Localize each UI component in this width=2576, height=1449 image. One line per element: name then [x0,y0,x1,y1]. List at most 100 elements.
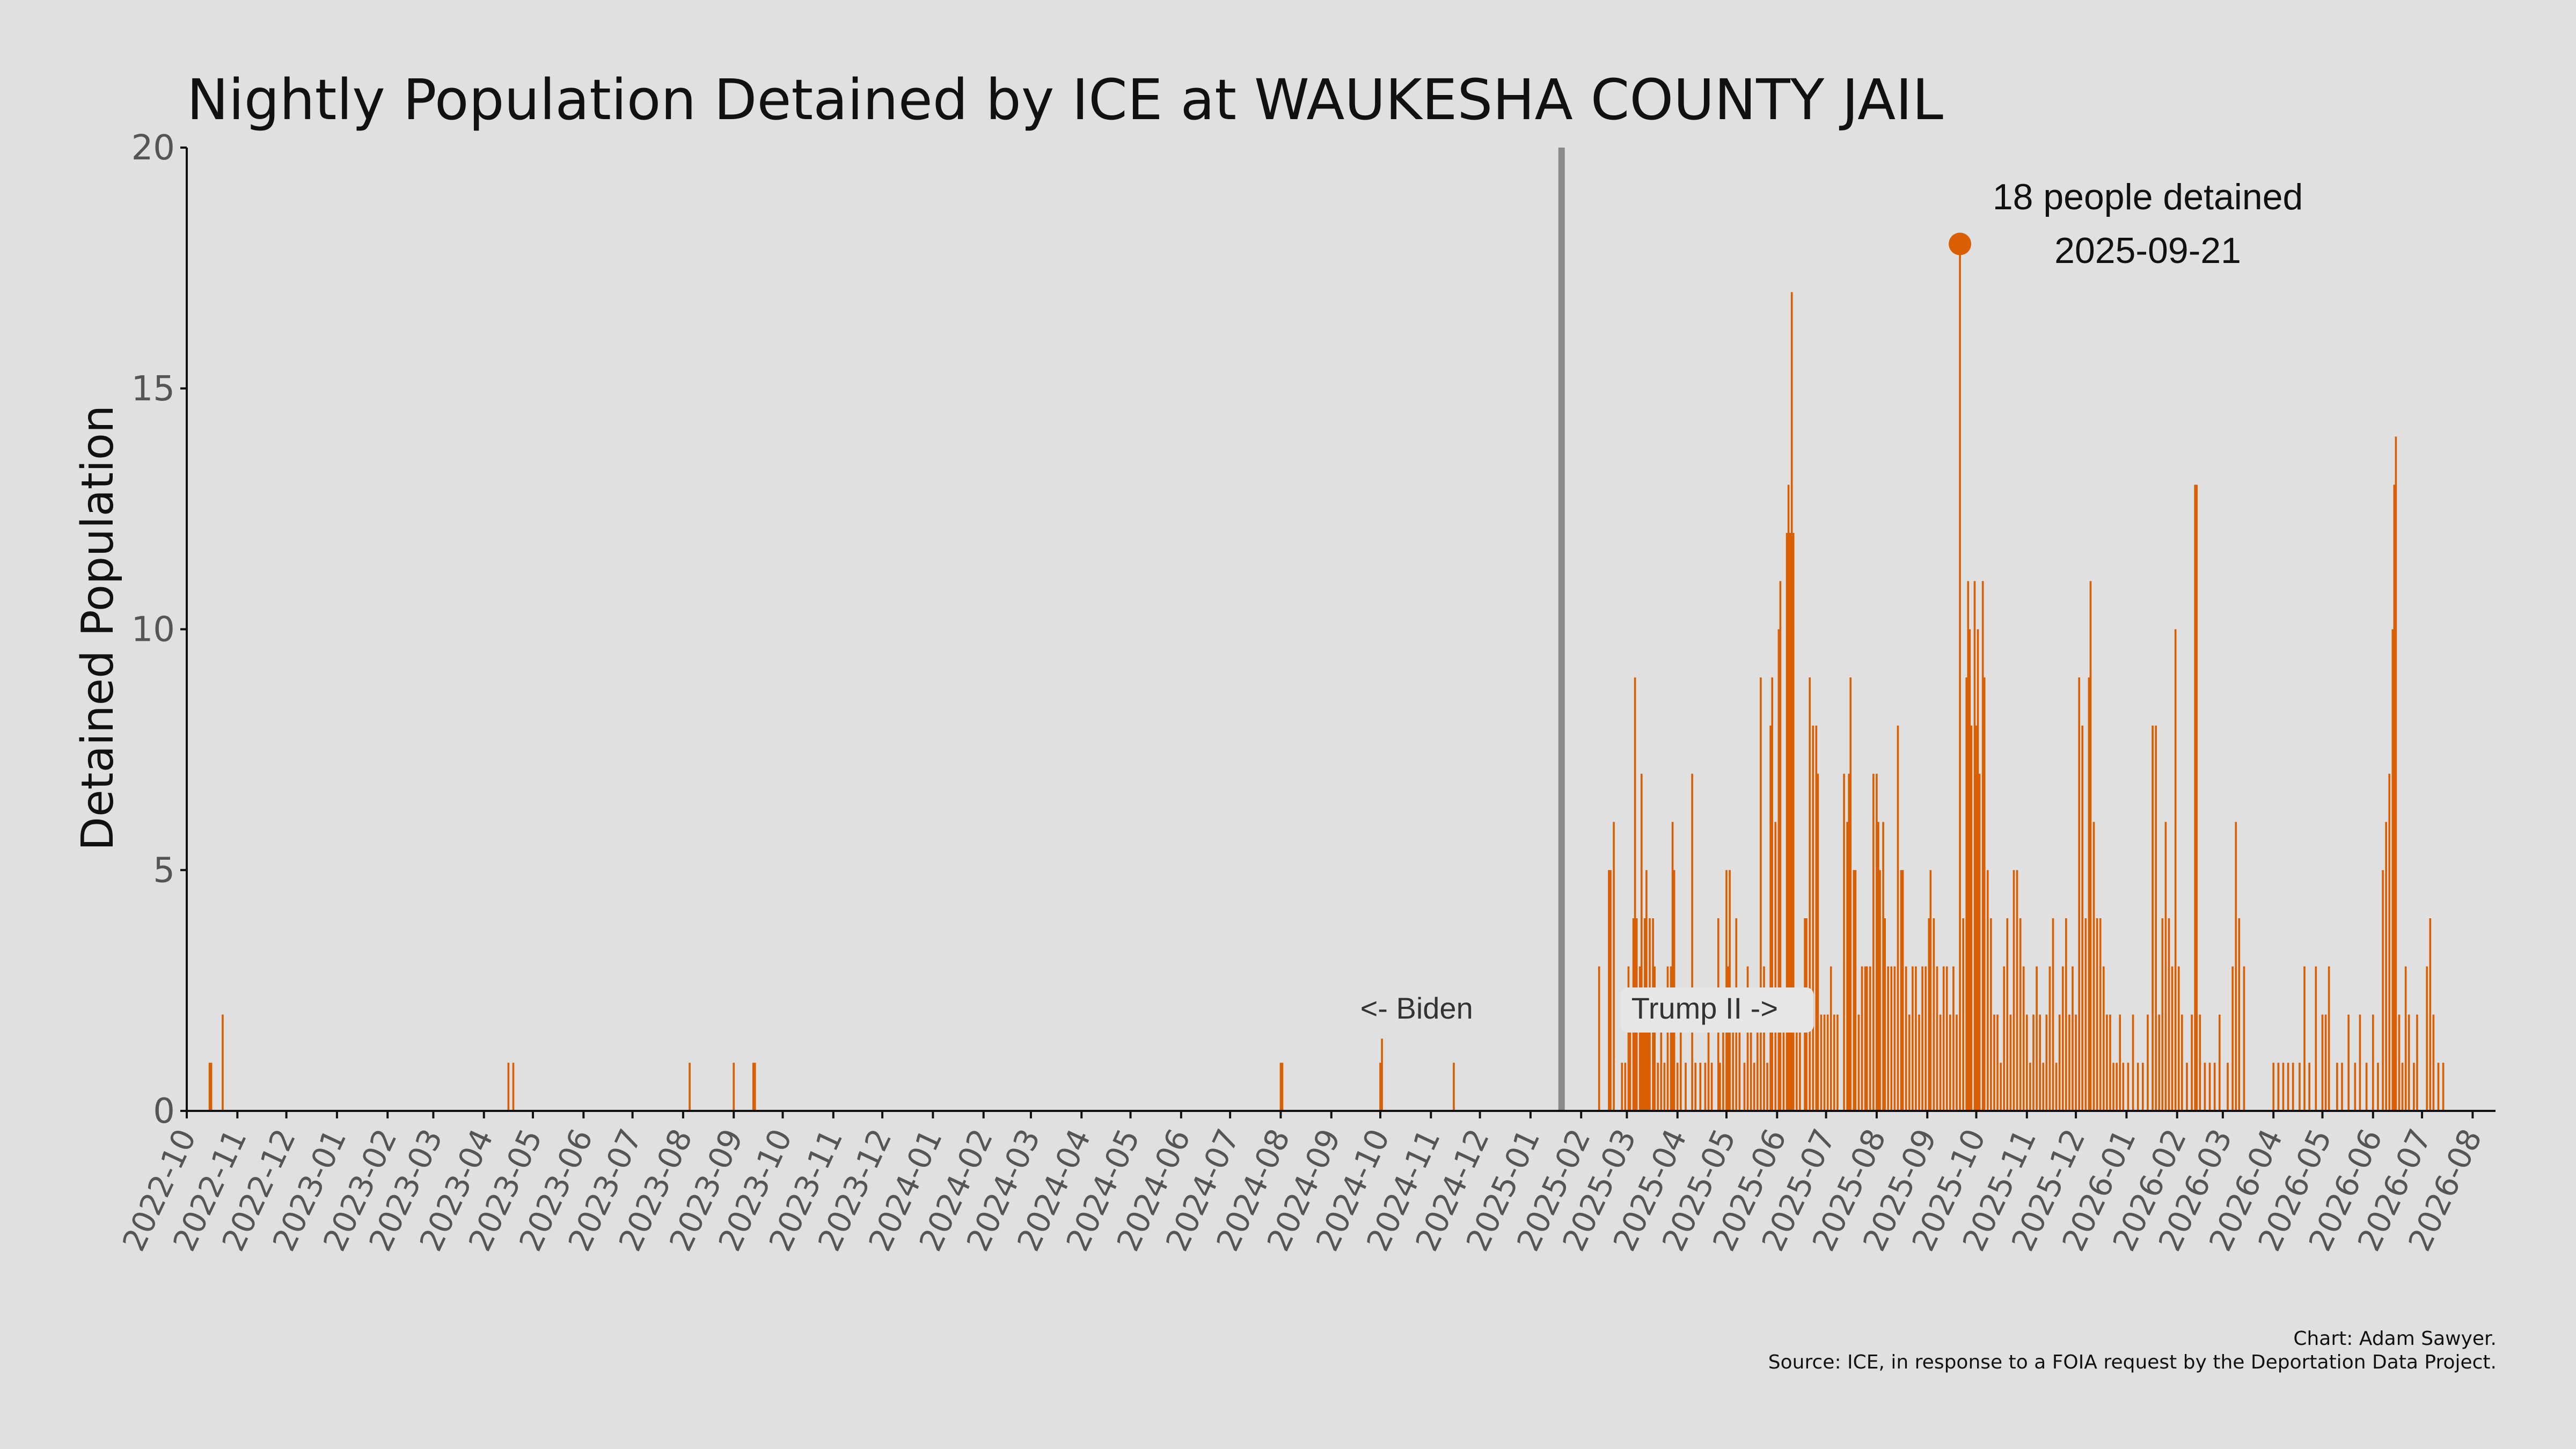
bar [1843,773,1845,1111]
bar [2385,822,2387,1111]
bar [1912,966,1914,1111]
bar [1993,1014,1995,1111]
bar [2012,870,2015,1111]
bar [1887,966,1890,1111]
bar [1817,773,1819,1111]
bar [2055,1063,2058,1111]
bar [2372,1014,2374,1111]
bar [1629,1014,1631,1111]
bar [1727,966,1729,1111]
bar [1893,966,1896,1111]
bar [2303,966,2306,1111]
bar [1977,629,1979,1111]
bar [1785,533,1788,1111]
bar [1769,726,1772,1111]
bar [2308,1063,2310,1111]
bar [1710,1063,1713,1111]
bar [1815,726,1818,1111]
bar [1774,822,1777,1111]
trump-era-label: Trump II -> [1631,991,1778,1025]
bar [1642,1014,1644,1111]
bar [2388,773,2391,1111]
bar [2116,1063,2118,1111]
bar [2282,1063,2285,1111]
bar [1936,966,1938,1111]
biden-era-label: <- Biden [1360,991,1473,1025]
bar [2003,966,2006,1111]
bar [1279,1063,1282,1111]
bar [1782,1014,1785,1111]
bar [1666,966,1669,1111]
bar [2122,1063,2125,1111]
bar [2277,1063,2280,1111]
y-tick-label: 10 [131,610,175,650]
bar [1876,773,1878,1111]
bar [2000,1063,2002,1111]
bar [1634,677,1636,1111]
bar [1790,292,1793,1111]
bar [1996,1014,1999,1111]
bar [2127,1063,2129,1111]
bar [1897,726,1899,1111]
bar [1685,1063,1687,1111]
bar [2354,1063,2357,1111]
bar [2164,822,2167,1111]
bar [1933,918,1935,1111]
bar [1921,966,1923,1111]
bar [1857,1014,1860,1111]
bar [1952,966,1955,1111]
bar [2032,1014,2035,1111]
bar [2287,1063,2289,1111]
bar [2161,918,2164,1111]
bar [1796,1014,1798,1111]
bar [2158,1014,2161,1111]
bar [1746,966,1749,1111]
bar [2336,1063,2338,1111]
bar [1670,966,1672,1111]
bar [1945,966,1948,1111]
bar [1949,1014,1951,1111]
y-tick-label: 20 [131,128,175,168]
bar [1381,1038,1383,1111]
bar [1792,533,1795,1111]
bar [1915,966,1917,1111]
bar [1986,870,1989,1111]
credit-source: Source: ICE, in response to a FOIA reque… [1768,1351,2497,1373]
bar [1680,1014,1682,1111]
bar [1970,726,1973,1111]
bar [1865,966,1868,1111]
bar [1789,533,1791,1111]
bar [2168,918,2170,1111]
bar [2132,1014,2134,1111]
peak-annotation: 18 people detained [1993,177,2303,217]
bar [2365,1063,2368,1111]
bar [752,1063,755,1111]
bar [2292,1063,2294,1111]
y-axis-label: Detained Population [72,405,123,851]
bar [2078,677,2081,1111]
bar [1900,870,1902,1111]
bar [2416,1014,2418,1111]
bar [2072,966,2074,1111]
bar [1722,1014,1724,1111]
bar [1771,677,1774,1111]
bar [733,1063,735,1111]
x-ticks: 2022-102022-112022-122023-012023-022023-… [115,1111,2489,1257]
bar [2401,1063,2404,1111]
bar [2112,1063,2114,1111]
bar [2061,966,2064,1111]
bar [2136,1063,2139,1111]
bars [208,244,2445,1111]
bar [1653,966,1656,1111]
bar [1676,1063,1679,1111]
bar [2042,1063,2045,1111]
bar [2204,1063,2206,1111]
bar [1884,918,1886,1111]
bar [1779,581,1782,1111]
bar [2272,1063,2275,1111]
bar [1719,1063,1721,1111]
bar [1967,581,1970,1111]
bar [2068,1014,2070,1111]
bar [1663,1063,1666,1111]
